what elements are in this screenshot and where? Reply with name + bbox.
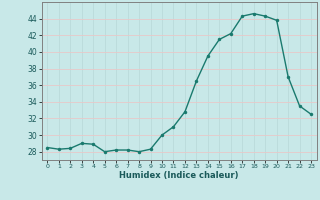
X-axis label: Humidex (Indice chaleur): Humidex (Indice chaleur): [119, 171, 239, 180]
